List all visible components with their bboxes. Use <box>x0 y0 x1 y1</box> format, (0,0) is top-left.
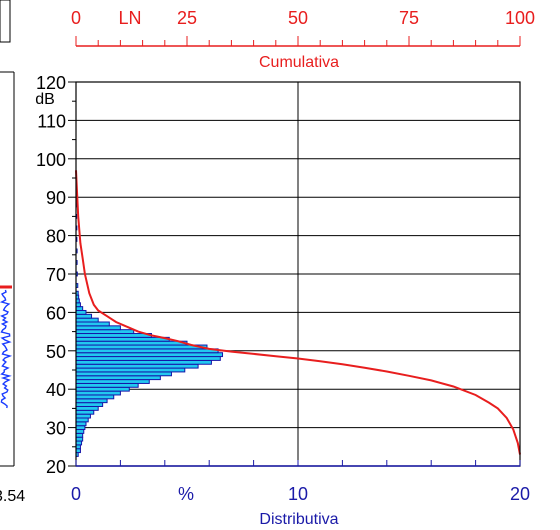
histogram-bar <box>75 359 212 365</box>
histogram-bar <box>75 444 81 450</box>
y-tick-label-80: 80 <box>46 227 66 247</box>
left-panel-fragment: 3.54 <box>0 0 25 505</box>
histogram-bar <box>75 398 108 404</box>
y-tick-label-20: 20 <box>46 457 66 477</box>
y-tick-label-30: 30 <box>46 419 66 439</box>
histogram-bar <box>75 321 110 327</box>
histogram-bar <box>75 405 99 411</box>
histogram-bar <box>75 448 81 454</box>
bottom-tick-label-20: 20 <box>510 484 530 504</box>
bottom-tick-label-10: 10 <box>288 484 308 504</box>
left-panel-trace <box>0 289 13 409</box>
y-tick-label-70: 70 <box>46 265 66 285</box>
left-panel-box-top <box>0 0 11 43</box>
top-axis-label: Cumulativa <box>259 54 339 71</box>
grid <box>76 81 520 467</box>
y-tick-label-60: 60 <box>46 303 66 323</box>
histogram-bar <box>75 367 186 373</box>
y-axis-unit: dB <box>35 91 55 108</box>
cumulative-curve-layer <box>75 170 521 455</box>
histogram-bar <box>75 379 150 384</box>
histogram-bar <box>75 429 85 434</box>
histogram-bar <box>75 302 81 308</box>
histogram-bar <box>75 386 130 392</box>
histogram-bar <box>75 348 219 354</box>
histogram-bar <box>75 436 84 442</box>
histogram-bar <box>75 382 139 388</box>
histogram-bar <box>75 313 93 319</box>
left-panel-partial-label: 3.54 <box>0 488 25 505</box>
y-tick-label-90: 90 <box>46 188 66 208</box>
histogram-bar <box>75 432 84 438</box>
histogram-bar <box>75 336 170 342</box>
histogram-bar <box>75 409 95 415</box>
histogram-bar <box>75 340 188 346</box>
top-tick-label-25: 25 <box>177 8 197 28</box>
histogram-bar <box>75 309 87 315</box>
histogram-bar <box>75 440 83 446</box>
histogram-bar <box>75 356 221 361</box>
histogram-bar <box>75 390 121 396</box>
histogram-bar <box>75 317 99 323</box>
top-tick-label-100: 100 <box>505 8 535 28</box>
histogram-bar <box>75 402 104 407</box>
y-tick-label-40: 40 <box>46 380 66 400</box>
histogram-bar <box>75 333 152 338</box>
histogram-bar <box>75 413 91 419</box>
histogram-bar <box>75 363 199 369</box>
histogram-bar <box>75 352 224 358</box>
bottom-axis-label: Distributiva <box>259 511 338 528</box>
top-axis-unit-symbol: LN <box>118 8 141 28</box>
histogram-bar <box>75 371 172 377</box>
top-tick-label-75: 75 <box>399 8 419 28</box>
histogram-bar <box>75 421 87 427</box>
cumulative-curve <box>75 170 521 455</box>
bottom-tick-label-0: 0 <box>71 484 81 504</box>
histogram-bar <box>75 417 89 423</box>
histogram-bar <box>75 325 121 331</box>
y-tick-label-100: 100 <box>36 150 66 170</box>
y-tick-label-110: 110 <box>37 111 66 131</box>
bottom-axis-unit-symbol: % <box>178 484 194 504</box>
histogram-bar <box>75 306 84 311</box>
histogram-bar <box>75 329 135 335</box>
top-tick-label-0: 0 <box>71 8 81 28</box>
histogram-bar <box>75 394 115 400</box>
y-tick-label-120: 120 <box>36 73 66 93</box>
histogram-bar <box>75 425 86 431</box>
y-tick-label-50: 50 <box>46 342 66 362</box>
histogram-bars <box>75 202 224 457</box>
histogram-bar <box>75 344 208 350</box>
left-panel-signal <box>0 289 13 409</box>
top-tick-label-50: 50 <box>288 8 308 28</box>
histogram-bar <box>75 375 161 381</box>
